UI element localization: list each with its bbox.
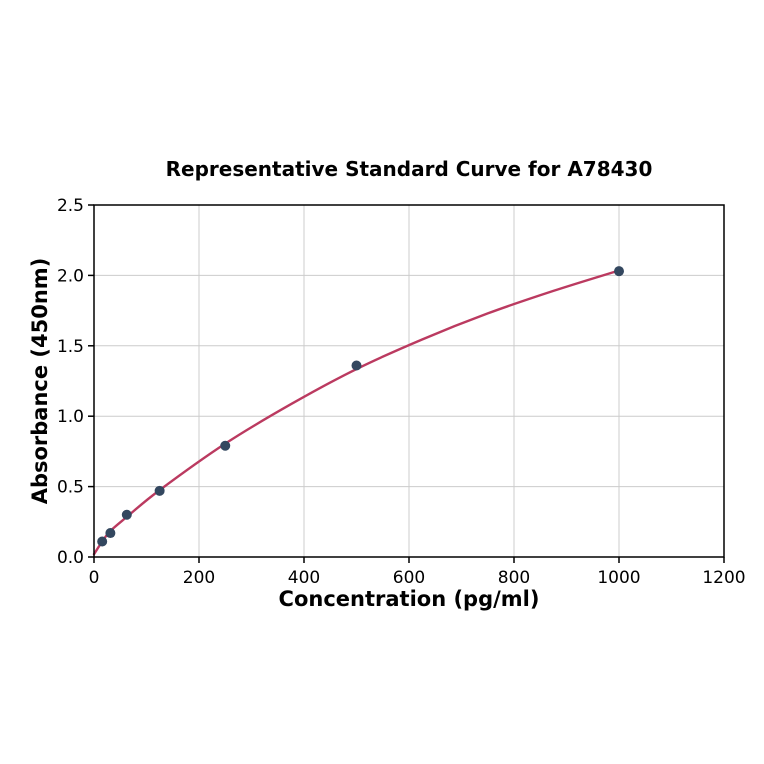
y-tick-label: 0.5 <box>57 478 84 498</box>
data-point <box>220 440 231 451</box>
data-point <box>97 536 108 547</box>
x-tick-label: 800 <box>498 568 530 588</box>
y-tick-label: 0.0 <box>57 548 84 568</box>
x-tick-label: 600 <box>393 568 425 588</box>
y-tick-label: 1.0 <box>57 407 84 427</box>
y-tick-label: 2.5 <box>57 196 84 216</box>
x-axis-label: Concentration (pg/ml) <box>278 587 540 611</box>
data-point <box>121 509 132 520</box>
x-tick-label: 400 <box>288 568 320 588</box>
data-point <box>614 266 624 277</box>
plot-frame <box>93 204 725 558</box>
x-tick-label: 200 <box>183 568 215 588</box>
y-tick-label: 2.0 <box>57 266 84 286</box>
fitted-curve <box>92 269 621 556</box>
x-tick-label: 0 <box>89 568 100 588</box>
chart-title: Representative Standard Curve for A78430 <box>165 157 653 181</box>
data-point <box>154 485 165 496</box>
x-tick-label: 1200 <box>702 568 745 588</box>
x-tick-label: 1000 <box>597 568 640 588</box>
data-point <box>351 360 362 371</box>
y-tick-label: 1.5 <box>57 337 84 357</box>
data-point <box>105 528 116 539</box>
